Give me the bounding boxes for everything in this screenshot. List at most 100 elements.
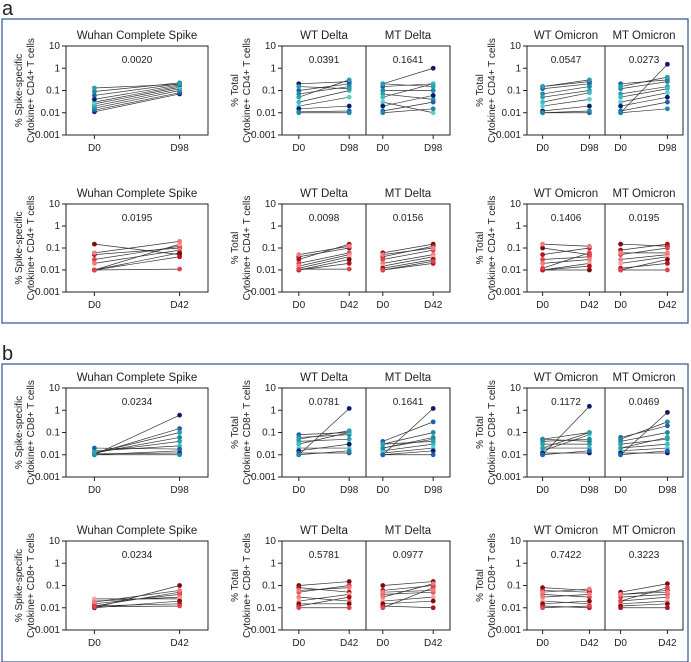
pair-line: [382, 441, 434, 445]
data-point: [587, 598, 592, 604]
data-point: [296, 252, 302, 258]
data-point: [540, 452, 545, 458]
pair-line: [94, 84, 180, 100]
y-axis-label-line-1: % Total: [230, 232, 241, 265]
y-tick-label: 10: [510, 41, 522, 52]
panel-title: MT Delta: [385, 525, 432, 537]
pair-line: [382, 421, 434, 442]
y-tick-label: 0.001: [251, 625, 276, 636]
pair-line: [620, 243, 668, 247]
data-point: [177, 426, 183, 431]
data-point: [92, 241, 97, 247]
x-tick-label: D42: [170, 638, 189, 649]
data-point: [540, 257, 545, 262]
data-point: [665, 419, 670, 425]
y-tick-label: 0.01: [257, 603, 277, 614]
data-point: [540, 605, 545, 611]
x-tick-label: D42: [340, 300, 359, 311]
pair-line: [542, 86, 590, 95]
data-point: [177, 435, 183, 440]
data-point: [587, 243, 592, 249]
y-tick-label: 0.01: [41, 450, 61, 461]
data-point: [540, 441, 545, 447]
y-tick-label: 1: [270, 221, 276, 232]
data-point: [618, 605, 623, 611]
pair-line: [382, 585, 434, 591]
pair-line: [94, 603, 180, 607]
y-tick-label: 1: [54, 63, 60, 74]
y-axis-label: % Total Cytokine+ CD8+ T cells: [475, 533, 498, 638]
data-point: [92, 250, 97, 256]
p-value: 0.0156: [393, 213, 424, 224]
panel-title: WT Delta: [300, 188, 348, 200]
pair-line: [620, 432, 668, 442]
pair-line: [620, 101, 668, 112]
y-tick-label: 0.001: [35, 130, 60, 141]
x-tick-label: D98: [658, 143, 677, 154]
x-tick-label: D0: [292, 485, 305, 496]
pair-line: [542, 90, 590, 98]
pair-line: [542, 265, 590, 271]
y-axis-label-line-2: Cytokine+ CD8+ T cells: [26, 533, 37, 638]
y-tick-label: 0.01: [502, 265, 522, 276]
pair-line: [94, 86, 180, 105]
pair-line: [298, 256, 350, 269]
pair-line: [382, 254, 434, 264]
data-point: [587, 603, 592, 609]
data-point: [380, 88, 386, 93]
panel-title: WT Delta: [300, 372, 348, 384]
pair-line: [620, 594, 668, 598]
data-point: [92, 89, 97, 94]
data-point: [665, 257, 670, 262]
y-tick-label: 10: [265, 383, 277, 394]
pair-line: [298, 259, 350, 271]
y-axis-label-line-1: % Total: [475, 74, 486, 107]
p-value: 0.0195: [629, 213, 660, 224]
data-point: [346, 605, 352, 611]
y-axis-label: % Total Cytokine+ CD4+ T cells: [230, 196, 253, 301]
data-point: [430, 430, 436, 435]
y-axis-label-line-1: % Total: [475, 416, 486, 449]
pair-line: [382, 591, 434, 595]
data-point: [430, 452, 436, 458]
data-point: [430, 419, 436, 425]
pair-line: [94, 605, 180, 608]
y-axis-label-line-2: Cytokine+ CD4+ T cells: [26, 196, 37, 301]
y-tick-label: 0.01: [502, 603, 522, 614]
data-point: [346, 406, 352, 411]
pair-line: [620, 243, 668, 251]
y-tick-label: 1: [54, 405, 60, 416]
panel-title: WT Omicron: [534, 525, 598, 537]
data-point: [430, 406, 436, 411]
data-point: [430, 435, 436, 440]
pair-line: [382, 95, 434, 107]
pair-line: [542, 450, 590, 456]
pair-line: [542, 600, 590, 605]
pair-line: [620, 64, 668, 113]
data-point: [540, 594, 545, 600]
y-tick-label: 10: [265, 41, 277, 52]
data-point: [540, 436, 545, 442]
data-point: [430, 84, 436, 89]
y-axis-label-line-2: Cytokine+ CD4+ T cells: [487, 196, 498, 301]
data-point: [587, 103, 592, 109]
data-point: [92, 93, 97, 98]
data-point: [618, 445, 623, 451]
x-tick-label: D98: [170, 143, 189, 154]
data-point: [296, 84, 302, 89]
pair-line: [298, 581, 350, 586]
panel-a-frame: [1, 18, 689, 324]
panel-title: MT Omicron: [612, 188, 675, 200]
data-point: [665, 589, 670, 595]
y-axis-label: % Spike-specific Cytokine+ CD8+ T cells: [14, 533, 37, 638]
y-tick-label: 0.001: [251, 472, 276, 483]
pair-line: [620, 108, 668, 114]
data-point: [177, 446, 183, 452]
p-value: 0.1406: [551, 213, 582, 224]
data-point: [618, 241, 623, 247]
